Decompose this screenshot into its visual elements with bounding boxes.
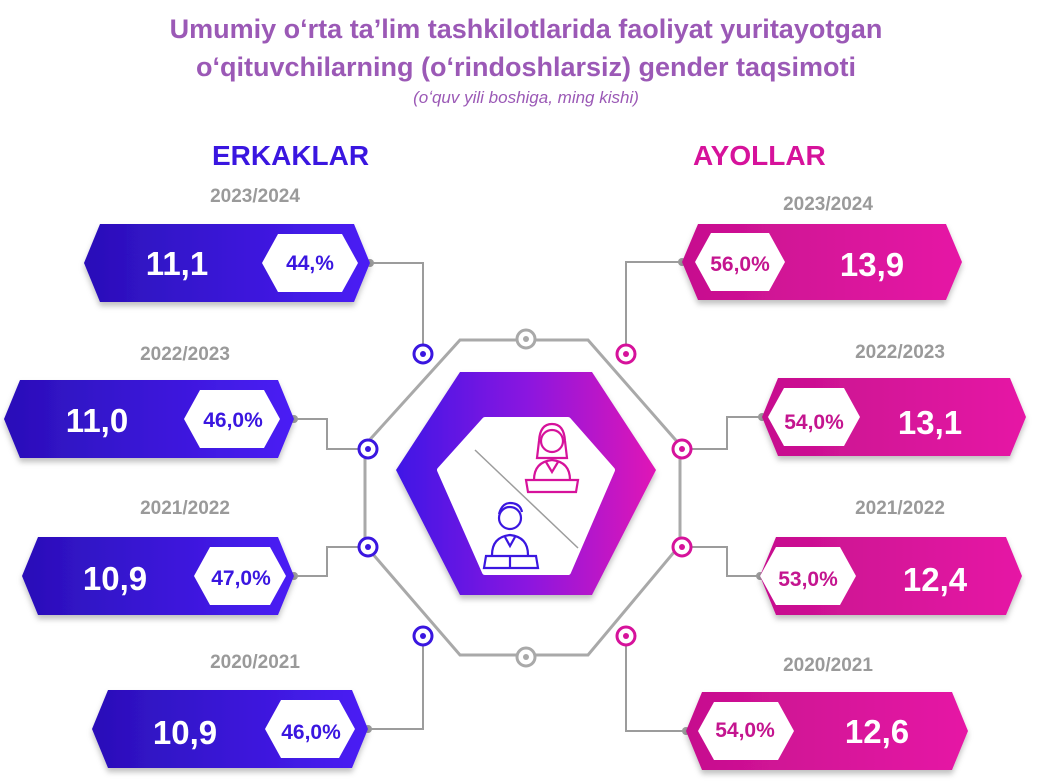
male-pct-pill-3 <box>194 547 286 605</box>
female-label: AYOLLAR <box>693 140 826 171</box>
male-value-1: 11,1 <box>145 245 209 282</box>
female-node-center-1 <box>623 351 629 357</box>
female-year-3: 2021/2022 <box>855 498 945 519</box>
male-node-center-3 <box>365 544 371 550</box>
male-connector-1 <box>370 262 424 354</box>
male-year-3: 2021/2022 <box>140 498 230 519</box>
female-pct-pill-4 <box>698 702 794 760</box>
male-value-2: 11,0 <box>65 402 129 439</box>
male-value-4: 10,9 <box>152 714 218 751</box>
female-node-center-2 <box>679 446 685 452</box>
female-connector-3 <box>682 546 760 577</box>
male-node-center-4 <box>420 633 426 639</box>
female-value-2: 13,1 <box>897 404 963 441</box>
male-pct-2: 46,0% <box>203 409 263 432</box>
female-value-4: 12,6 <box>844 713 910 750</box>
male-pct-pill-1 <box>262 234 358 292</box>
bottom-node <box>515 646 537 668</box>
chart-subtitle: (oʻquv yili boshiga, ming kishi) <box>413 88 639 107</box>
female-connector-1 <box>625 261 682 354</box>
female-teacher-icon <box>524 422 580 494</box>
male-connector-3 <box>294 546 368 577</box>
male-year-1: 2023/2024 <box>210 186 300 207</box>
female-node-center-3 <box>679 544 685 550</box>
male-teacher-icon <box>482 501 540 570</box>
outer-octagon <box>363 338 682 657</box>
female-pct-pill-3 <box>760 547 856 605</box>
female-pct-3: 53,0% <box>778 568 838 591</box>
female-pct-pill-1 <box>695 233 785 291</box>
female-connector-2 <box>682 416 762 450</box>
male-connector-2 <box>294 418 368 450</box>
female-year-1: 2023/2024 <box>783 194 873 215</box>
male-year-4: 2020/2021 <box>210 652 300 673</box>
male-pct-3: 47,0% <box>211 567 271 590</box>
top-node <box>515 328 537 350</box>
female-pct-2: 54,0% <box>784 411 844 434</box>
female-pct-4: 54,0% <box>715 719 775 742</box>
female-value-1: 13,9 <box>839 246 905 283</box>
female-year-2: 2022/2023 <box>855 342 945 363</box>
chart-title-line1: Umumiy oʻrta taʼlim tashkilotlarida faol… <box>169 14 883 44</box>
male-pct-1: 44,% <box>286 252 334 275</box>
male-value-3: 10,9 <box>82 560 148 597</box>
male-year-2: 2022/2023 <box>140 344 230 365</box>
male-pct-4: 46,0% <box>281 721 341 744</box>
female-year-4: 2020/2021 <box>783 655 873 676</box>
female-connector-4 <box>625 636 686 732</box>
female-pct-pill-2 <box>768 388 860 446</box>
male-node-center-2 <box>365 446 371 452</box>
chart-title-line2: oʻqituvchilarning (oʻrindoshlarsiz) gend… <box>195 52 857 82</box>
center-divider <box>474 449 579 549</box>
male-label: ERKAKLAR <box>212 140 370 171</box>
male-connector-4 <box>368 636 424 730</box>
male-node-center-1 <box>420 351 426 357</box>
female-value-3: 12,4 <box>902 561 968 598</box>
female-node-center-4 <box>623 633 629 639</box>
male-pct-pill-4 <box>265 700 355 758</box>
male-pct-pill-2 <box>184 390 280 448</box>
female-pct-1: 56,0% <box>710 253 770 276</box>
